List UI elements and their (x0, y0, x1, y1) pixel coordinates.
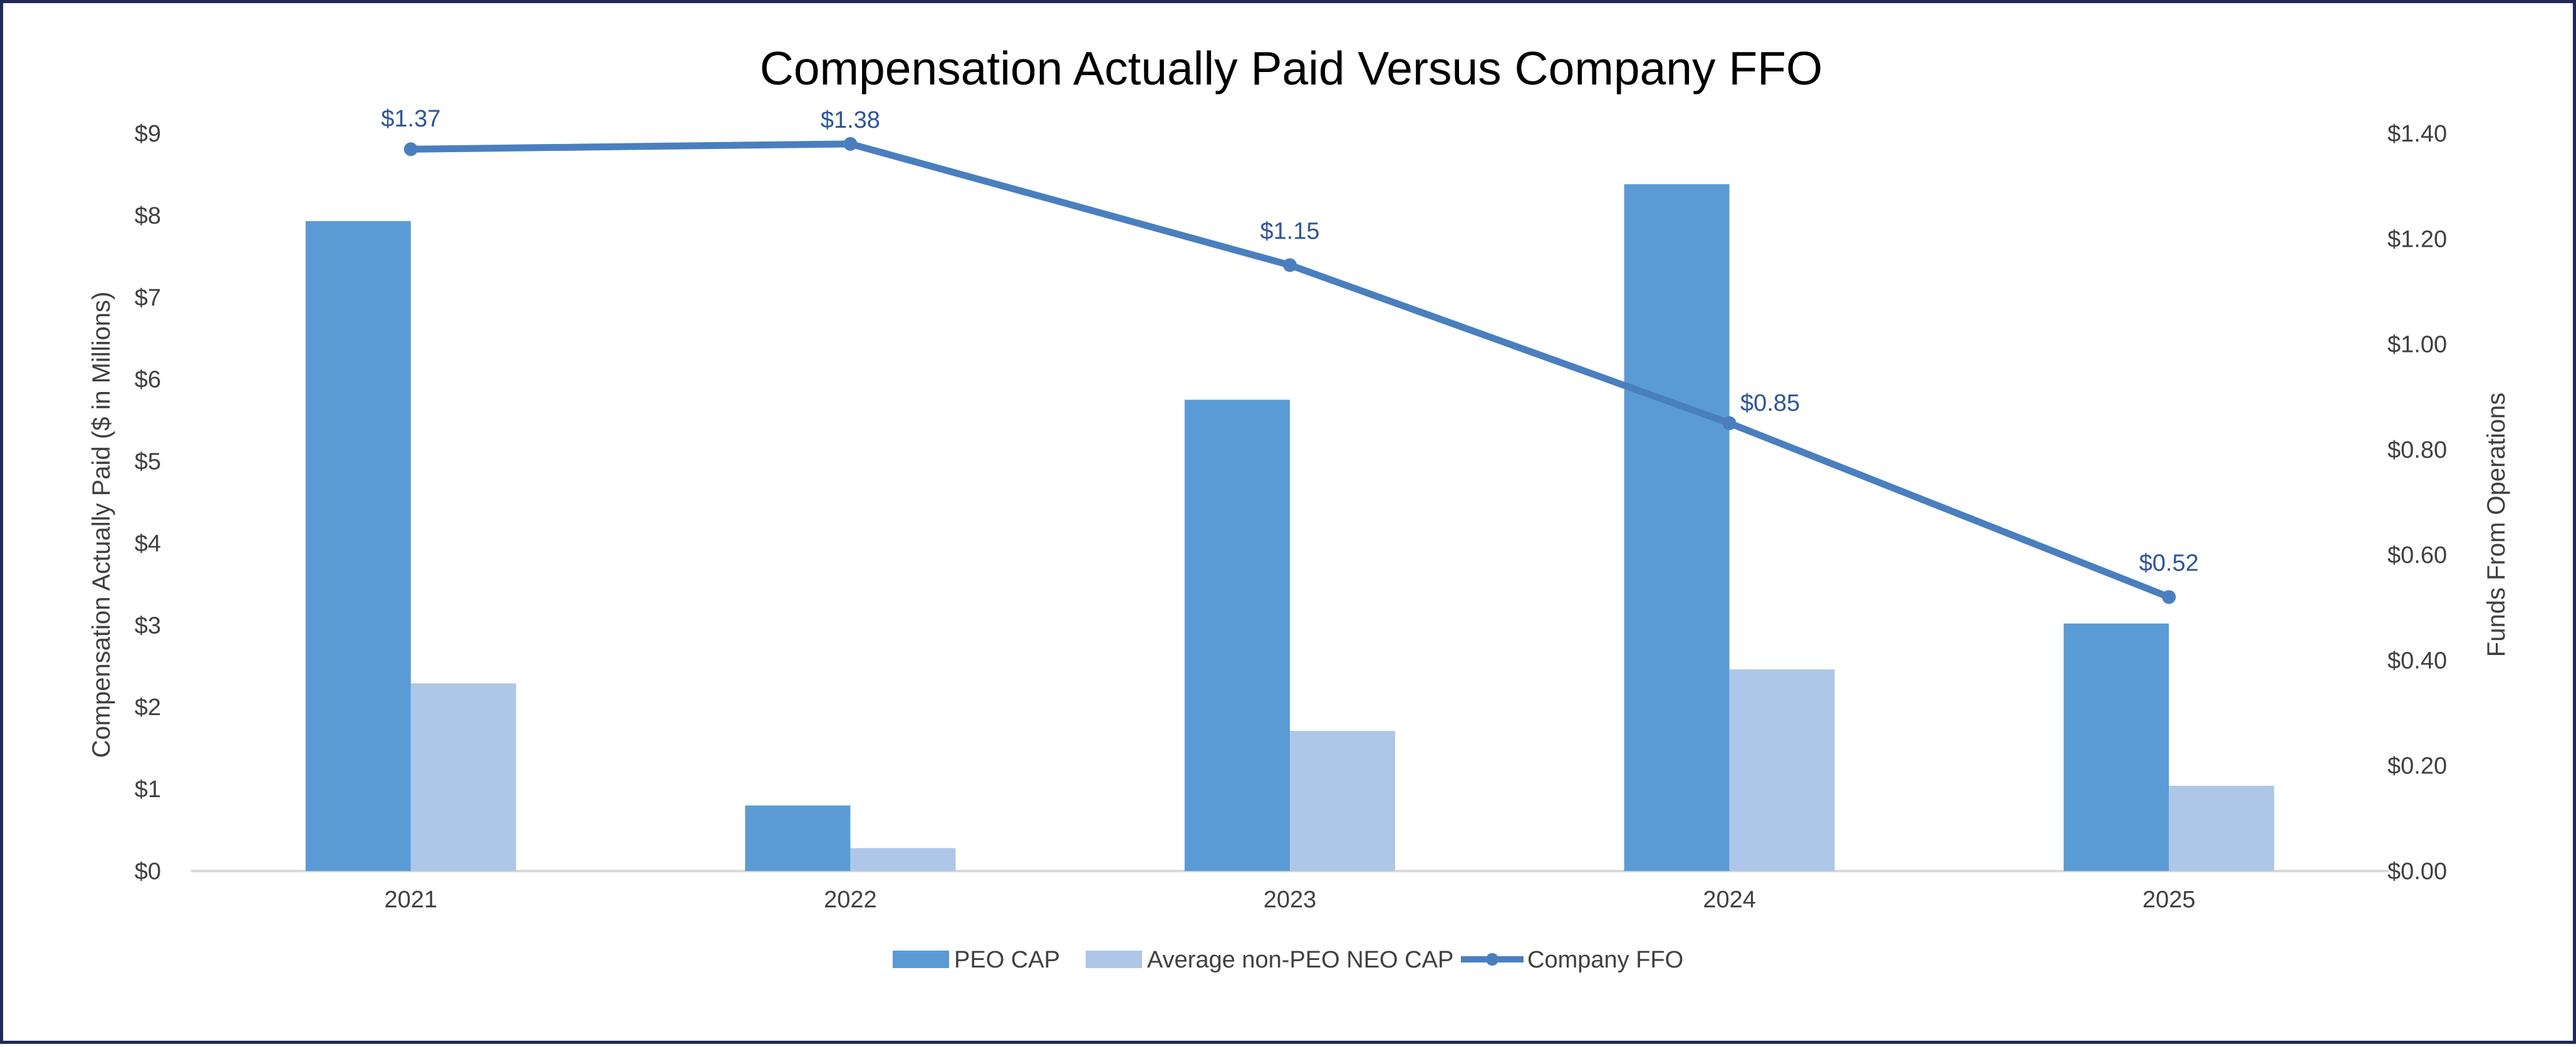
y2-tick-label: $0.20 (2387, 753, 2447, 780)
ffo-data-label: $0.52 (2139, 550, 2199, 576)
x-tick-label: 2023 (1264, 887, 1317, 913)
tick-labels: $0 $1 $2 $3 $4 $5 $6 $7 $8 $9 $0.00 $0.20 $0.40 $0.60… (135, 121, 2447, 913)
x-tick-label: 2025 (2142, 887, 2196, 913)
bar-series (305, 184, 2275, 871)
ffo-data-label: $1.37 (381, 106, 440, 132)
bar (1290, 731, 1395, 871)
ffo-point (1722, 416, 1737, 430)
y-tick-label: $0 (135, 859, 161, 885)
legend-item: Company FFO (1461, 947, 1683, 973)
legend-label: Average non-PEO NEO CAP (1147, 947, 1453, 973)
line-series: $1.37 $1.38 $1.15 $0.85 $0.52 (381, 106, 2199, 604)
y-tick-label: $4 (135, 530, 161, 557)
x-tick-label: 2021 (385, 887, 438, 913)
y2-tick-label: $0.60 (2387, 542, 2447, 569)
legend-swatch (1086, 951, 1142, 968)
y2-axis-title: Funds From Operations (2483, 393, 2510, 657)
legend-item: PEO CAP (893, 947, 1060, 973)
bar (850, 848, 956, 871)
bar (1185, 400, 1290, 871)
legend-label: Company FFO (1527, 947, 1683, 973)
ffo-point (1283, 258, 1297, 272)
legend: PEO CAP Average non-PEO NEO CAP Company FF… (893, 947, 1683, 973)
y2-tick-label: $1.00 (2387, 332, 2447, 358)
ffo-cap-chart: Compensation Actually Paid Versus Compan… (88, 42, 2510, 973)
bar (1624, 184, 1730, 871)
bar (410, 683, 516, 871)
y-tick-label: $2 (135, 694, 161, 721)
x-tick-label: 2022 (824, 887, 877, 913)
ffo-point (843, 137, 858, 151)
y-axis-title: Compensation Actually Paid ($ in Million… (88, 292, 115, 758)
chart-title: Compensation Actually Paid Versus Compan… (760, 42, 1823, 95)
legend-marker (1486, 953, 1498, 966)
bar (745, 805, 851, 871)
x-tick-label: 2024 (1703, 887, 1756, 913)
y2-tick-label: $0.00 (2387, 859, 2447, 885)
y2-tick-label: $0.40 (2387, 647, 2447, 674)
y-tick-label: $5 (135, 449, 161, 475)
y2-tick-label: $0.80 (2387, 437, 2447, 463)
y-tick-label: $1 (135, 776, 161, 803)
legend-item: Average non-PEO NEO CAP (1086, 947, 1453, 973)
bar (2064, 623, 2169, 871)
legend-label: PEO CAP (954, 947, 1060, 973)
y-tick-label: $8 (135, 203, 161, 229)
ffo-point (2162, 590, 2176, 604)
ffo-data-label: $1.38 (821, 107, 880, 133)
ffo-point (403, 142, 418, 157)
y-tick-label: $6 (135, 367, 161, 393)
legend-swatch (893, 951, 949, 968)
ffo-data-label: $1.15 (1260, 218, 1319, 244)
bar (1729, 669, 1835, 871)
y-tick-label: $9 (135, 121, 161, 147)
bar (2169, 785, 2275, 871)
ffo-data-label: $0.85 (1740, 390, 1800, 416)
y2-tick-label: $1.40 (2387, 121, 2447, 147)
y2-tick-label: $1.20 (2387, 226, 2447, 252)
y-tick-label: $7 (135, 285, 161, 311)
bar (305, 221, 411, 871)
y-tick-label: $3 (135, 612, 161, 639)
